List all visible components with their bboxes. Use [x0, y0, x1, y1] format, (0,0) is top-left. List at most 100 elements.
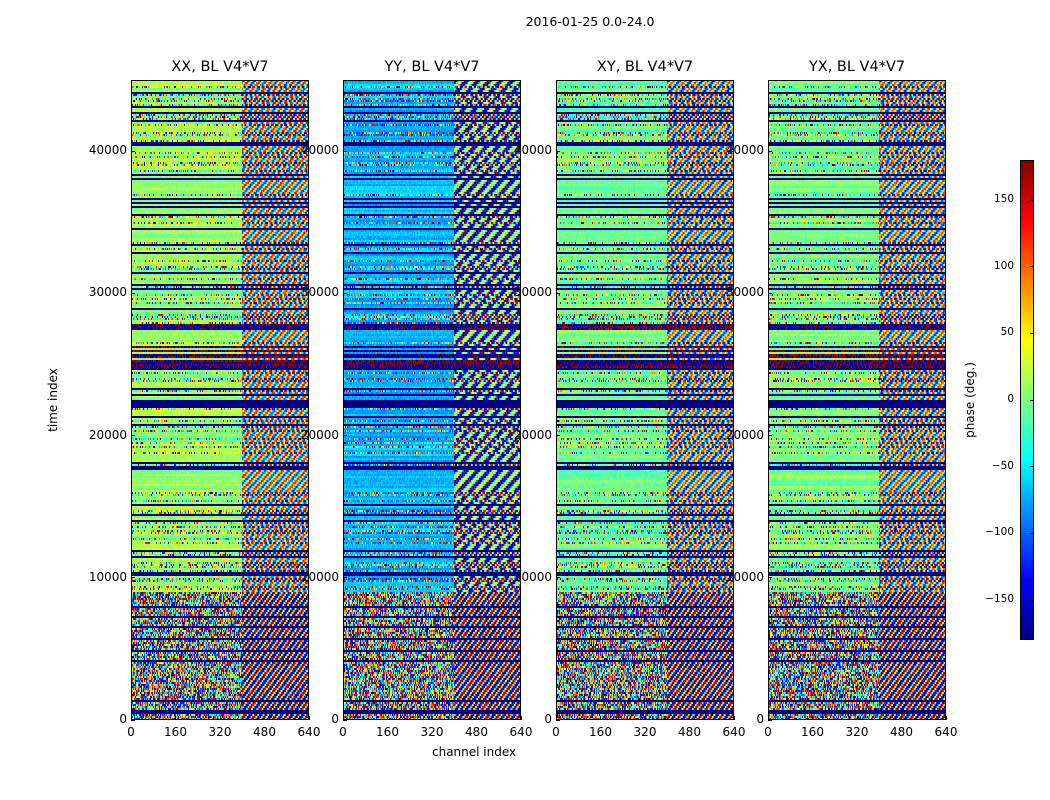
x-tick-label: 640 — [297, 725, 321, 739]
y-tick-label: 10000 — [88, 569, 127, 584]
x-tick-mark — [264, 716, 265, 720]
colorbar-tick-mark — [1030, 332, 1034, 334]
y-tick-mark — [556, 150, 560, 152]
y-tick-label: 20000 — [300, 427, 339, 442]
heatmap-yx — [768, 80, 946, 720]
colorbar-label: phase (deg.) — [963, 362, 977, 438]
y-tick-label: 0 — [331, 712, 339, 726]
x-tick-label: 640 — [722, 725, 746, 739]
x-tick-mark — [733, 716, 735, 720]
x-tick-mark — [689, 716, 690, 720]
heatmap-xy — [556, 80, 734, 720]
x-tick-label: 480 — [678, 725, 701, 739]
y-tick-mark — [131, 435, 135, 437]
y-tick-mark — [768, 150, 772, 152]
x-tick-label: 160 — [801, 725, 824, 739]
colorbar-tick-label: −50 — [991, 459, 1014, 472]
y-tick-label: 40000 — [513, 143, 552, 158]
y-tick-label: 20000 — [88, 427, 127, 442]
y-tick-label: 40000 — [725, 143, 764, 158]
x-tick-label: 160 — [164, 725, 187, 739]
y-tick-label: 40000 — [88, 143, 127, 158]
x-tick-label: 0 — [764, 725, 772, 739]
colorbar-tick-mark — [1030, 266, 1034, 268]
x-tick-mark — [175, 716, 176, 720]
colorbar-tick-label: 0 — [1007, 393, 1014, 405]
y-tick-label: 20000 — [725, 427, 764, 442]
x-tick-mark — [856, 716, 858, 720]
y-tick-label: 30000 — [513, 285, 552, 300]
y-tick-label: 30000 — [88, 285, 127, 300]
x-tick-label: 0 — [127, 725, 135, 739]
x-tick-mark — [387, 716, 388, 720]
x-tick-mark — [644, 716, 646, 720]
x-tick-mark — [308, 716, 310, 720]
y-tick-mark — [131, 577, 135, 579]
y-tick-label: 0 — [756, 712, 764, 726]
y-tick-mark — [343, 292, 347, 294]
figure-title: 2016-01-25 0.0-24.0 — [525, 14, 655, 29]
y-tick-label: 40000 — [300, 143, 339, 158]
colorbar — [1020, 160, 1034, 640]
x-tick-mark — [342, 716, 344, 720]
x-tick-label: 320 — [208, 725, 232, 739]
y-tick-label: 0 — [544, 712, 552, 726]
x-tick-mark — [476, 716, 477, 720]
colorbar-tick-mark — [1030, 466, 1034, 468]
y-axis-label: time index — [46, 368, 60, 432]
heatmap-yy — [343, 80, 521, 720]
y-tick-label: 30000 — [300, 285, 339, 300]
panel-title-yx: YX, BL V4*V7 — [808, 59, 906, 75]
x-tick-label: 480 — [253, 725, 276, 739]
y-tick-mark — [556, 577, 560, 579]
y-tick-label: 10000 — [300, 569, 339, 584]
x-tick-mark — [555, 716, 557, 720]
y-tick-mark — [343, 577, 347, 579]
x-tick-label: 480 — [890, 725, 913, 739]
x-tick-mark — [431, 716, 433, 720]
x-tick-mark — [901, 716, 902, 720]
x-tick-label: 160 — [376, 725, 399, 739]
panel-title-xy: XY, BL V4*V7 — [596, 59, 694, 75]
x-tick-label: 640 — [934, 725, 958, 739]
x-tick-label: 0 — [552, 725, 560, 739]
colorbar-tick-label: −100 — [985, 526, 1014, 539]
colorbar-tick-label: −150 — [985, 593, 1014, 605]
y-tick-mark — [343, 150, 347, 152]
colorbar-tick-label: 50 — [1000, 326, 1014, 339]
colorbar-tick-label: 150 — [993, 193, 1014, 205]
y-tick-mark — [131, 292, 135, 294]
x-tick-label: 640 — [509, 725, 533, 739]
heatmap-xx — [131, 80, 309, 720]
y-tick-mark — [343, 435, 347, 437]
panel-title-xx: XX, BL V4*V7 — [171, 59, 269, 75]
x-tick-mark — [520, 716, 522, 720]
colorbar-tick-mark — [1030, 199, 1034, 201]
x-tick-mark — [600, 716, 601, 720]
y-tick-mark — [131, 719, 135, 721]
panel-title-yy: YY, BL V4*V7 — [384, 59, 480, 75]
y-tick-label: 30000 — [725, 285, 764, 300]
x-tick-label: 320 — [633, 725, 657, 739]
x-tick-label: 320 — [845, 725, 869, 739]
colorbar-tick-mark — [1030, 599, 1034, 601]
x-tick-mark — [130, 716, 132, 720]
x-tick-mark — [219, 716, 221, 720]
x-tick-mark — [945, 716, 947, 720]
y-tick-mark — [768, 435, 772, 437]
y-tick-mark — [768, 719, 772, 721]
x-tick-mark — [812, 716, 813, 720]
y-tick-mark — [556, 292, 560, 294]
colorbar-tick-mark — [1030, 399, 1034, 401]
y-tick-label: 0 — [119, 712, 127, 726]
y-tick-label: 10000 — [513, 569, 552, 584]
y-tick-label: 20000 — [513, 427, 552, 442]
y-tick-mark — [768, 292, 772, 294]
x-tick-label: 0 — [339, 725, 347, 739]
x-tick-label: 320 — [420, 725, 444, 739]
y-tick-mark — [556, 435, 560, 437]
y-tick-mark — [131, 150, 135, 152]
y-tick-mark — [343, 719, 347, 721]
y-tick-label: 10000 — [725, 569, 764, 584]
x-axis-label: channel index — [432, 745, 517, 759]
